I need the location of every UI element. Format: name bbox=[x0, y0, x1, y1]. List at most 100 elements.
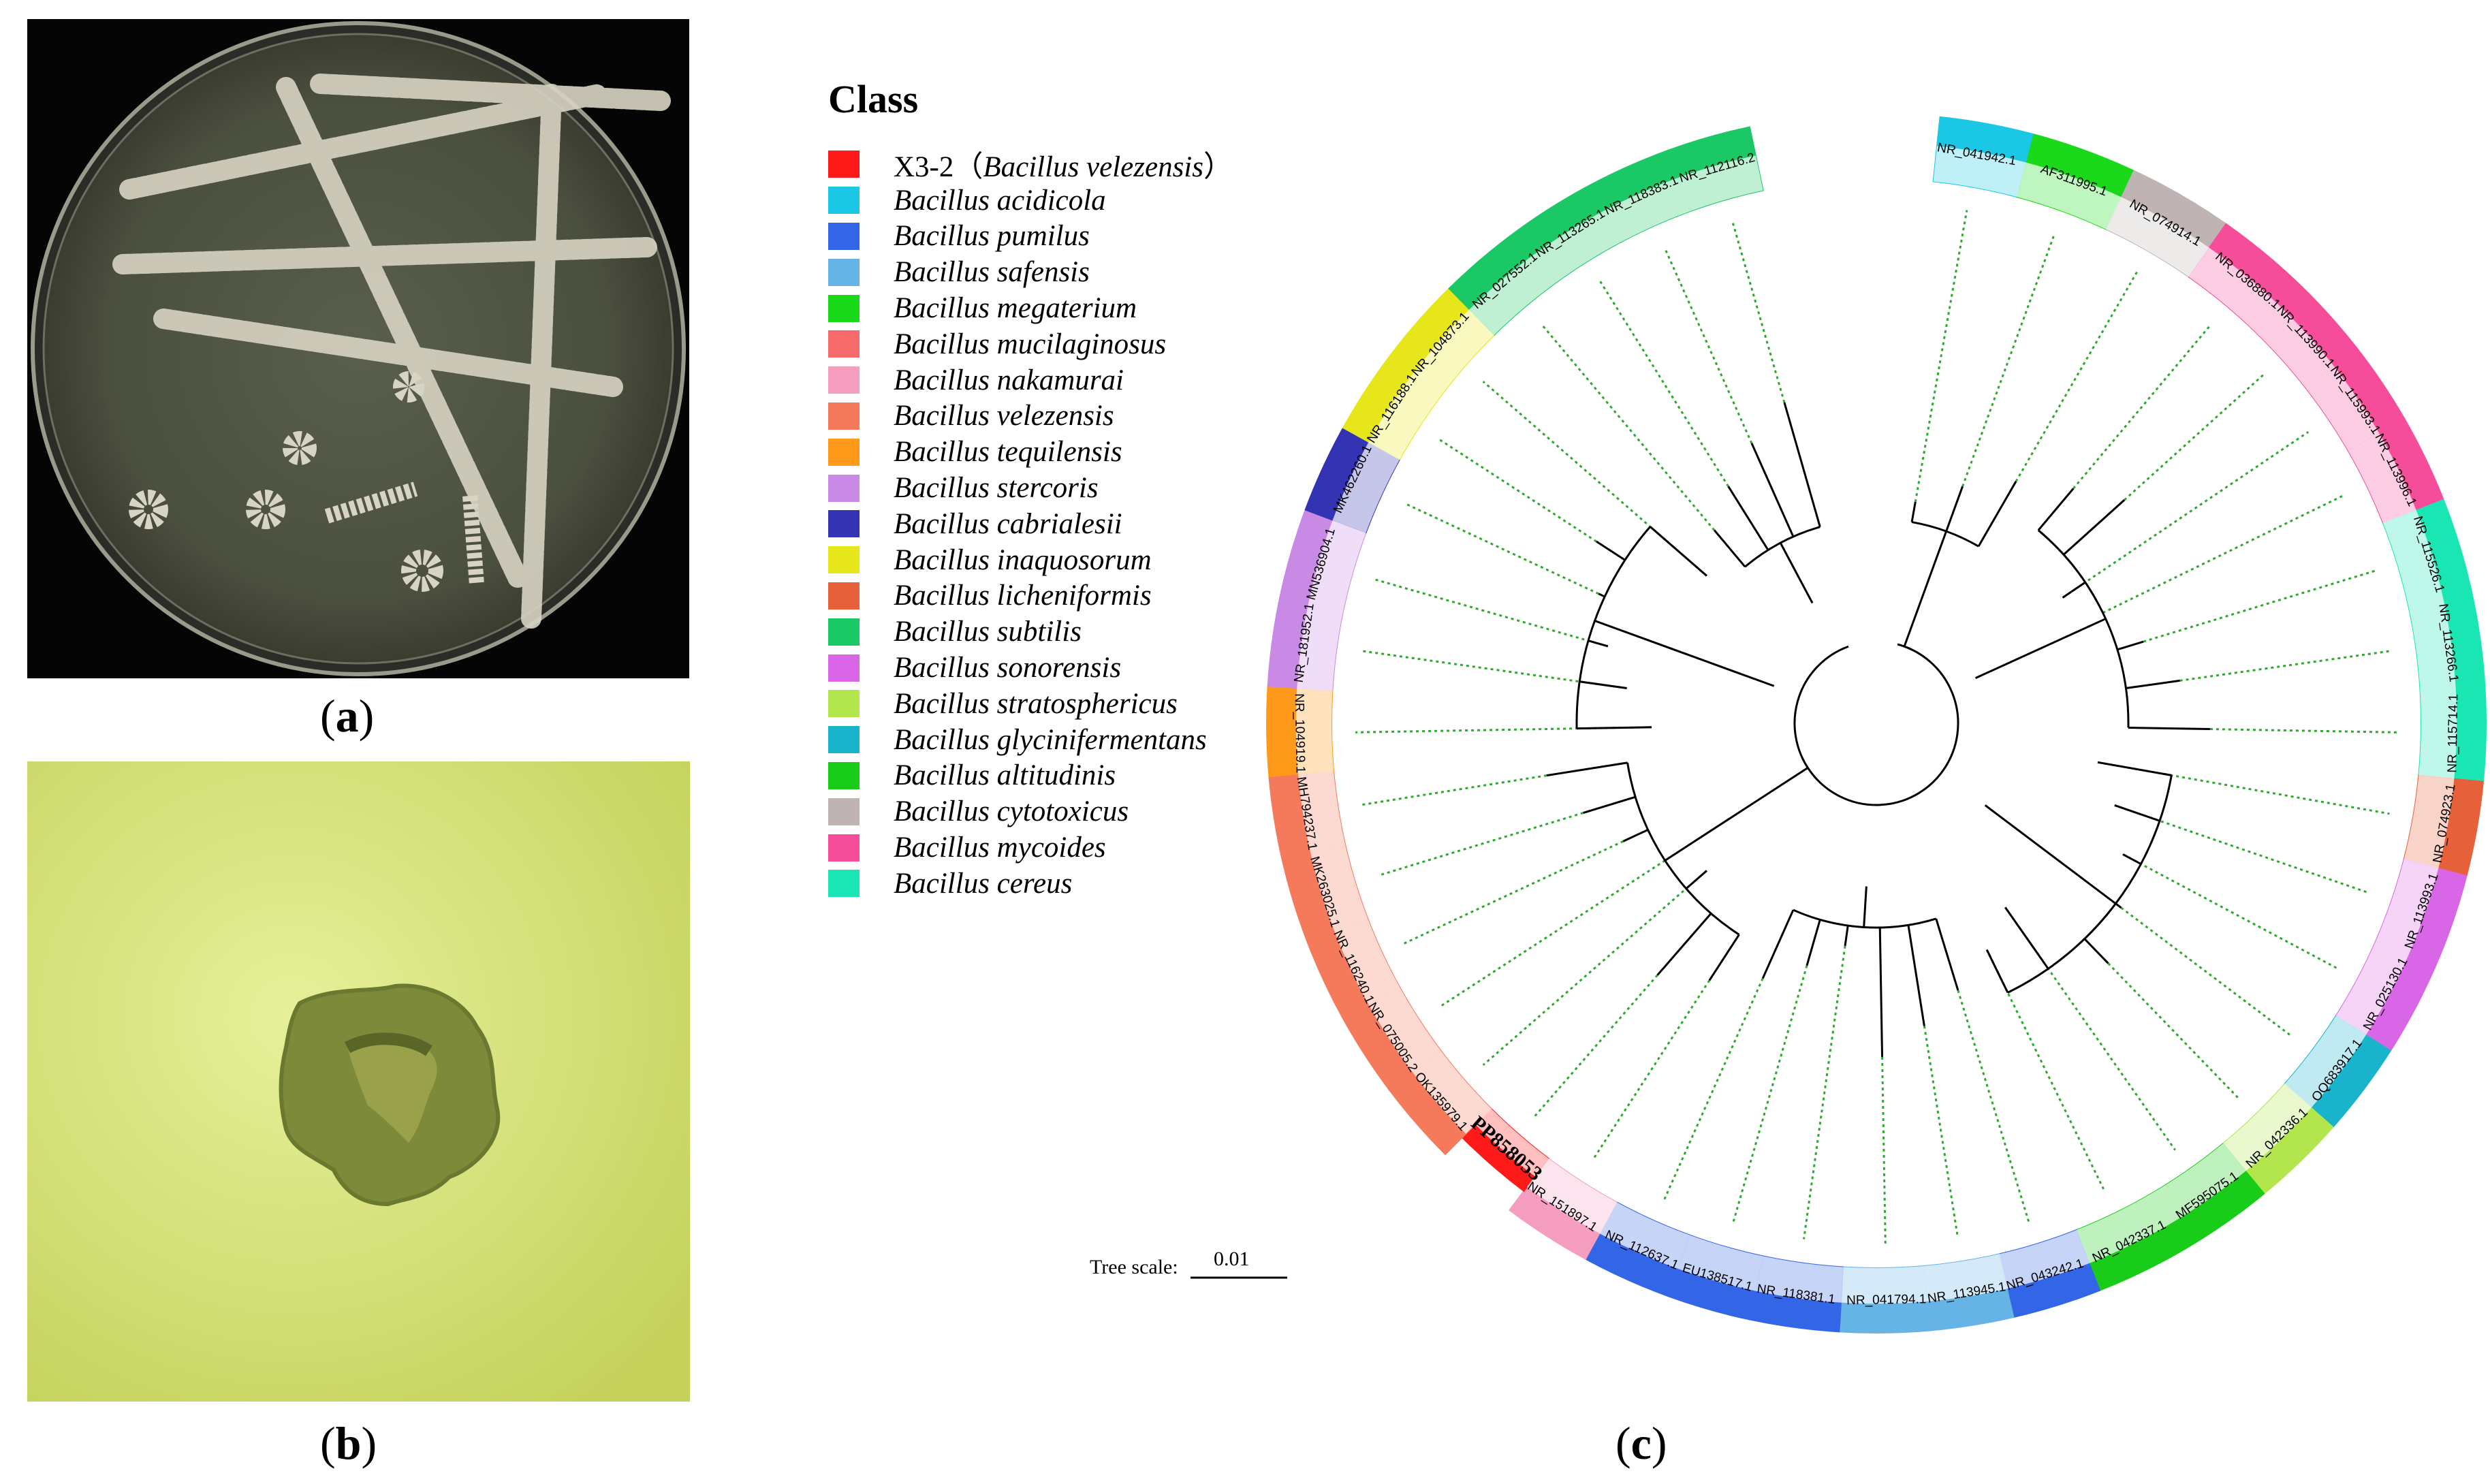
leaf-line bbox=[1914, 210, 1968, 503]
leaf-line bbox=[1923, 1026, 1959, 1238]
branch-stem bbox=[1907, 925, 1925, 1026]
branch-stem bbox=[1583, 795, 1636, 815]
legend-swatch bbox=[828, 474, 860, 502]
legend-swatch bbox=[828, 294, 860, 322]
clade-sector-fade bbox=[1413, 1051, 1492, 1134]
legend-item: Bacillus inaquosorum bbox=[828, 542, 1233, 578]
legend-item: Bacillus cabrialesii bbox=[828, 506, 1233, 542]
legend-label: Bacillus stratosphericus bbox=[894, 687, 1178, 720]
leaf-line bbox=[2122, 853, 2337, 969]
clade-sector-fade bbox=[2254, 305, 2334, 388]
branch-stem bbox=[1977, 481, 2017, 547]
branch-stem bbox=[1598, 593, 1605, 598]
clade-sector-fade bbox=[2383, 510, 2444, 605]
legend-item: Bacillus mycoides bbox=[828, 830, 1233, 866]
leaf-line bbox=[1404, 502, 1599, 595]
legend-label: Bacillus sonorensis bbox=[894, 652, 1122, 684]
legend-title: Class bbox=[828, 77, 919, 121]
branch-stem bbox=[1761, 909, 1795, 979]
legend-item: Bacillus glycinifermentans bbox=[828, 722, 1233, 758]
branch-stem bbox=[2004, 906, 2049, 970]
branch-stem bbox=[1844, 925, 1849, 946]
leaf-dotted-lines bbox=[1355, 210, 2397, 1244]
branch-stem bbox=[1903, 531, 1948, 647]
leaf-line bbox=[1731, 965, 1808, 1225]
clade-sector-fade bbox=[1998, 1230, 2090, 1289]
branch-stem bbox=[1878, 927, 1884, 1057]
branch-stem bbox=[1974, 618, 2107, 680]
branch-stem bbox=[1985, 949, 2009, 994]
legend-label: Bacillus nakamurai bbox=[894, 364, 1124, 396]
clade-sector-fade bbox=[1923, 1254, 2007, 1302]
leaf-line bbox=[1592, 979, 1711, 1161]
clade-sector-fade bbox=[2017, 162, 2122, 230]
legend-label: Bacillus pumilus bbox=[894, 220, 1090, 253]
clade-sector-fade bbox=[2076, 1193, 2171, 1263]
clade-sector-fade bbox=[1599, 1202, 1690, 1269]
clade-sector-fade bbox=[1677, 155, 1763, 212]
clade-sector-fade bbox=[2348, 432, 2416, 524]
branch-stem bbox=[1935, 918, 1959, 991]
legend-item: Bacillus stratosphericus bbox=[828, 686, 1233, 722]
leaf-line bbox=[1663, 247, 1753, 444]
branch-stem bbox=[1945, 486, 1964, 532]
legend-swatch bbox=[828, 726, 860, 754]
legend-item: Bacillus pumilus bbox=[828, 219, 1233, 255]
leaf-line bbox=[2179, 650, 2393, 682]
clade-sector-fade bbox=[1368, 374, 1442, 460]
leaf-line bbox=[2107, 962, 2239, 1099]
leaf-line bbox=[1533, 974, 1658, 1118]
class-legend: Class X3-2（Bacillus velezensis） Bacillus … bbox=[828, 76, 1233, 902]
legend-swatch bbox=[828, 798, 860, 825]
leaf-line bbox=[2209, 728, 2397, 733]
leaf-line bbox=[1438, 859, 1666, 1008]
clade-sector-fade bbox=[2404, 775, 2455, 869]
petri-dish-photo bbox=[27, 19, 689, 678]
branch-stem bbox=[2128, 726, 2210, 731]
branch-stem bbox=[1910, 501, 1917, 522]
branch-stem bbox=[1984, 804, 2117, 904]
legend-item: Bacillus acidicola bbox=[828, 183, 1233, 219]
legend-label: Bacillus tequilensis bbox=[894, 436, 1122, 469]
legend-swatch bbox=[828, 618, 860, 646]
branch-stem bbox=[1806, 919, 1821, 966]
clade-sector-fade bbox=[1310, 845, 1368, 932]
legend-label: X3-2（Bacillus velezensis） bbox=[894, 143, 1233, 185]
leaf-line bbox=[1404, 840, 1624, 945]
leaf-line bbox=[1663, 977, 1764, 1200]
colony-image bbox=[27, 761, 690, 1402]
tree-scale-label: Tree scale: bbox=[1090, 1256, 1178, 1278]
clade-sector-fade bbox=[2153, 1143, 2246, 1224]
legend-item: Bacillus cytotoxicus bbox=[828, 793, 1233, 830]
panel-b-label: (b) bbox=[320, 1417, 377, 1469]
branch-stem bbox=[2062, 581, 2086, 599]
leaf-line bbox=[1377, 812, 1584, 877]
legend-swatch bbox=[828, 151, 860, 178]
branch-stem bbox=[1594, 620, 1775, 687]
legend-label: Bacillus glycinifermentans bbox=[894, 723, 1207, 756]
legend-label: Bacillus licheniformis bbox=[894, 580, 1152, 612]
legend-swatch bbox=[828, 510, 860, 538]
legend-item: Bacillus sonorensis bbox=[828, 650, 1233, 686]
clade-sector-fade bbox=[1755, 1256, 1844, 1303]
legend-label: Bacillus cytotoxicus bbox=[894, 795, 1129, 828]
legend-item: Bacillus megaterium bbox=[828, 290, 1233, 326]
branch-stem bbox=[1664, 767, 1809, 862]
clade-sector-fade bbox=[1332, 441, 1400, 533]
legend-swatch bbox=[828, 546, 860, 574]
legend-item: Bacillus stercoris bbox=[828, 470, 1233, 506]
clade-sector-fade bbox=[2305, 366, 2380, 451]
legend-swatch bbox=[828, 222, 860, 250]
clade-sector-fade bbox=[2222, 1084, 2312, 1171]
branch-stem bbox=[2097, 761, 2172, 776]
leaf-line bbox=[1482, 870, 1707, 1067]
legend-swatch bbox=[828, 438, 860, 466]
branch-stem bbox=[1783, 402, 1821, 528]
leaf-label: NR_115714.1 bbox=[2445, 694, 2461, 773]
tree-branches bbox=[1546, 402, 2210, 1057]
legend-item: Bacillus tequilensis bbox=[828, 434, 1233, 470]
legend-swatch bbox=[828, 654, 860, 682]
leaf-line bbox=[2120, 906, 2293, 1038]
branch-stem bbox=[2037, 488, 2075, 531]
